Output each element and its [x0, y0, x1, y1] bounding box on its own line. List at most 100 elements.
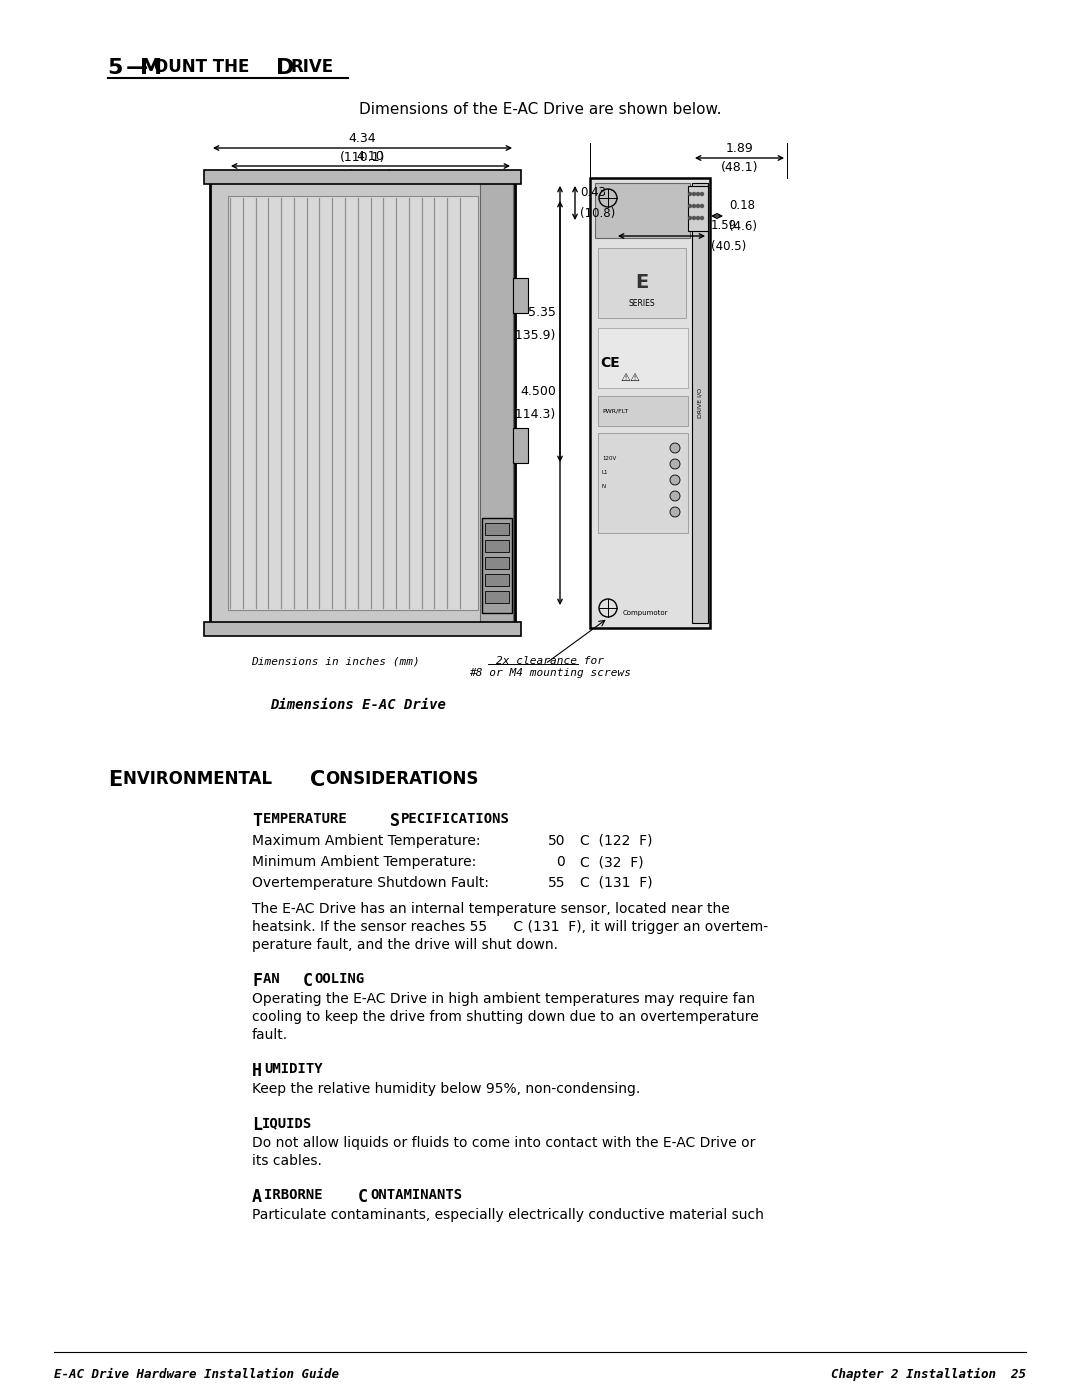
- Text: AN: AN: [264, 972, 288, 986]
- Bar: [598, 249, 686, 319]
- Bar: [598, 433, 688, 534]
- Text: 120V: 120V: [602, 455, 617, 461]
- Text: 55: 55: [548, 876, 565, 890]
- Text: 5: 5: [108, 59, 131, 78]
- Text: 0.18: 0.18: [729, 198, 755, 212]
- Text: C: C: [357, 1187, 368, 1206]
- Bar: [485, 574, 509, 585]
- Circle shape: [692, 217, 696, 219]
- Circle shape: [689, 204, 691, 208]
- Circle shape: [701, 193, 703, 196]
- Text: A: A: [252, 1187, 262, 1206]
- Text: 2x clearance for
#8 or M4 mounting screws: 2x clearance for #8 or M4 mounting screw…: [469, 657, 631, 678]
- Text: ⚠⚠: ⚠⚠: [620, 373, 640, 383]
- Circle shape: [692, 193, 696, 196]
- Text: C  (32  F): C (32 F): [580, 855, 644, 869]
- Text: C: C: [303, 972, 313, 990]
- Bar: [210, 177, 515, 629]
- Bar: [692, 183, 708, 623]
- Text: 1.59: 1.59: [711, 219, 738, 232]
- Text: Dimensions E-AC Drive: Dimensions E-AC Drive: [270, 698, 446, 712]
- Bar: [688, 186, 708, 231]
- Text: Maximum Ambient Temperature:: Maximum Ambient Temperature:: [252, 834, 481, 848]
- Bar: [228, 196, 478, 610]
- Circle shape: [689, 193, 691, 196]
- Text: (10.8): (10.8): [580, 207, 616, 219]
- Text: (104.1): (104.1): [348, 169, 393, 182]
- Text: Keep the relative humidity below 95%, non-condensing.: Keep the relative humidity below 95%, no…: [252, 1083, 640, 1097]
- Circle shape: [670, 507, 680, 517]
- Bar: [482, 518, 512, 613]
- Bar: [485, 541, 509, 552]
- Text: 4.34: 4.34: [349, 131, 376, 145]
- Circle shape: [701, 204, 703, 208]
- Circle shape: [697, 217, 700, 219]
- Text: 1.89: 1.89: [726, 142, 754, 155]
- Circle shape: [670, 475, 680, 485]
- Text: Chapter 2 Installation  25: Chapter 2 Installation 25: [831, 1368, 1026, 1382]
- Text: The E-AC Drive has an internal temperature sensor, located near the: The E-AC Drive has an internal temperatu…: [252, 902, 730, 916]
- Text: Compumotor: Compumotor: [622, 610, 667, 616]
- Circle shape: [670, 443, 680, 453]
- Text: 4.500: 4.500: [521, 386, 556, 398]
- Bar: [598, 395, 688, 426]
- Text: Particulate contaminants, especially electrically conductive material such: Particulate contaminants, especially ele…: [252, 1208, 764, 1222]
- Text: PECIFICATIONS: PECIFICATIONS: [401, 812, 510, 826]
- Text: N: N: [602, 483, 606, 489]
- Text: CE: CE: [600, 356, 620, 370]
- Bar: [204, 170, 521, 184]
- Text: (110.1): (110.1): [340, 151, 386, 163]
- Text: NVIRONMENTAL: NVIRONMENTAL: [123, 770, 278, 788]
- Bar: [485, 557, 509, 569]
- Text: 0: 0: [556, 855, 565, 869]
- Text: T: T: [252, 812, 262, 830]
- Text: heatsink. If the sensor reaches 55      C (131  F), it will trigger an overtem-: heatsink. If the sensor reaches 55 C (13…: [252, 921, 768, 935]
- Text: Dimensions of the E-AC Drive are shown below.: Dimensions of the E-AC Drive are shown b…: [359, 102, 721, 117]
- Text: (4.6): (4.6): [729, 219, 757, 233]
- Text: Overtemperature Shutdown Fault:: Overtemperature Shutdown Fault:: [252, 876, 489, 890]
- Bar: [485, 522, 509, 535]
- Text: E: E: [108, 770, 122, 789]
- Text: ONTAMINANTS: ONTAMINANTS: [370, 1187, 462, 1201]
- Text: 0.43: 0.43: [580, 186, 606, 198]
- Text: C  (131  F): C (131 F): [580, 876, 652, 890]
- Bar: [590, 177, 710, 629]
- Bar: [598, 328, 688, 388]
- Text: fault.: fault.: [252, 1028, 288, 1042]
- Text: OUNT THE: OUNT THE: [154, 59, 255, 75]
- Text: C  (122  F): C (122 F): [580, 834, 652, 848]
- Text: 5.35: 5.35: [528, 306, 556, 319]
- Circle shape: [692, 204, 696, 208]
- Text: C: C: [310, 770, 325, 789]
- Text: ONSIDERATIONS: ONSIDERATIONS: [325, 770, 478, 788]
- Text: L1: L1: [602, 471, 608, 475]
- Bar: [513, 427, 528, 462]
- Text: 4.10: 4.10: [356, 149, 384, 163]
- Text: its cables.: its cables.: [252, 1154, 322, 1168]
- Text: (114.3): (114.3): [511, 408, 556, 420]
- Text: F: F: [252, 972, 262, 990]
- Circle shape: [697, 204, 700, 208]
- Text: DRIVE I/O: DRIVE I/O: [698, 388, 702, 418]
- Text: S: S: [390, 812, 400, 830]
- Bar: [485, 591, 509, 604]
- Text: E: E: [635, 274, 649, 292]
- Text: D: D: [276, 59, 295, 78]
- Text: E-AC Drive Hardware Installation Guide: E-AC Drive Hardware Installation Guide: [54, 1368, 339, 1382]
- Bar: [204, 622, 521, 636]
- Text: (48.1): (48.1): [720, 161, 758, 175]
- Text: (135.9): (135.9): [511, 330, 556, 342]
- Text: OOLING: OOLING: [314, 972, 364, 986]
- Circle shape: [701, 217, 703, 219]
- Text: perature fault, and the drive will shut down.: perature fault, and the drive will shut …: [252, 937, 558, 951]
- Circle shape: [670, 490, 680, 502]
- Text: EMPERATURE: EMPERATURE: [264, 812, 355, 826]
- Text: Do not allow liquids or fluids to come into contact with the E-AC Drive or: Do not allow liquids or fluids to come i…: [252, 1136, 755, 1150]
- Text: Minimum Ambient Temperature:: Minimum Ambient Temperature:: [252, 855, 476, 869]
- Circle shape: [697, 193, 700, 196]
- Text: —: —: [126, 59, 148, 78]
- Text: 50: 50: [548, 834, 565, 848]
- Text: UMIDITY: UMIDITY: [264, 1062, 323, 1076]
- Text: RIVE: RIVE: [291, 59, 333, 75]
- Text: PWR/FLT: PWR/FLT: [602, 408, 629, 414]
